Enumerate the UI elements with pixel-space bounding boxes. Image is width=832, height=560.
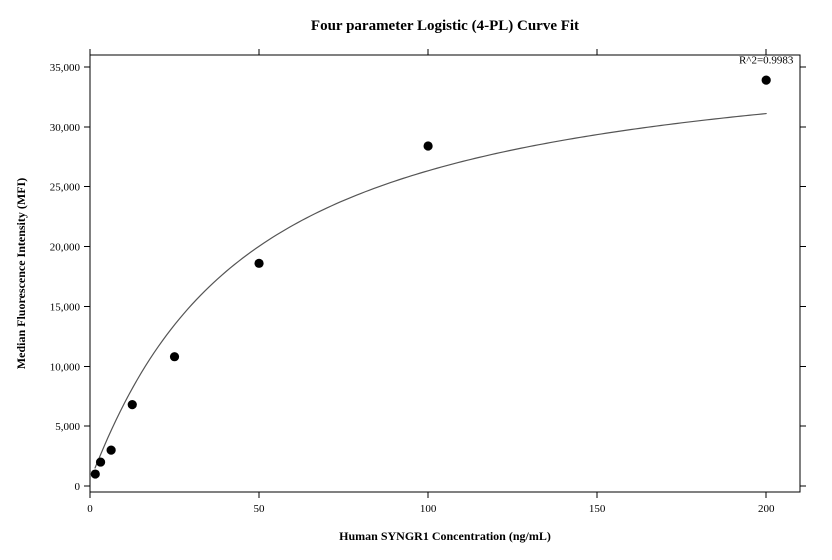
data-point xyxy=(128,400,137,409)
data-point xyxy=(423,141,432,150)
x-axis-label: Human SYNGR1 Concentration (ng/mL) xyxy=(339,529,551,543)
data-point xyxy=(91,469,100,478)
chart-svg: Four parameter Logistic (4-PL) Curve Fit… xyxy=(0,0,832,560)
y-tick-label: 5,000 xyxy=(55,421,80,433)
y-tick-label: 10,000 xyxy=(50,361,81,373)
y-tick-label: 15,000 xyxy=(50,301,81,313)
data-point xyxy=(107,445,116,454)
y-axis-label: Median Fluorescence Intensity (MFI) xyxy=(14,178,28,369)
y-tick-label: 20,000 xyxy=(50,242,81,254)
r-squared-annotation: R^2=0.9983 xyxy=(739,54,794,66)
x-tick-label: 50 xyxy=(254,503,266,515)
x-tick-label: 150 xyxy=(589,503,606,515)
chart-title: Four parameter Logistic (4-PL) Curve Fit xyxy=(311,18,579,34)
y-tick-label: 35,000 xyxy=(50,62,81,74)
x-tick-label: 100 xyxy=(420,503,437,515)
data-point xyxy=(96,457,105,466)
data-point xyxy=(762,76,771,85)
chart-background xyxy=(0,0,832,560)
data-point xyxy=(254,259,263,268)
y-tick-label: 25,000 xyxy=(50,182,81,194)
y-tick-label: 30,000 xyxy=(50,122,81,134)
data-point xyxy=(170,352,179,361)
chart-container: Four parameter Logistic (4-PL) Curve Fit… xyxy=(0,0,832,560)
y-tick-label: 0 xyxy=(75,481,81,493)
x-tick-label: 0 xyxy=(87,503,93,515)
x-tick-label: 200 xyxy=(758,503,775,515)
